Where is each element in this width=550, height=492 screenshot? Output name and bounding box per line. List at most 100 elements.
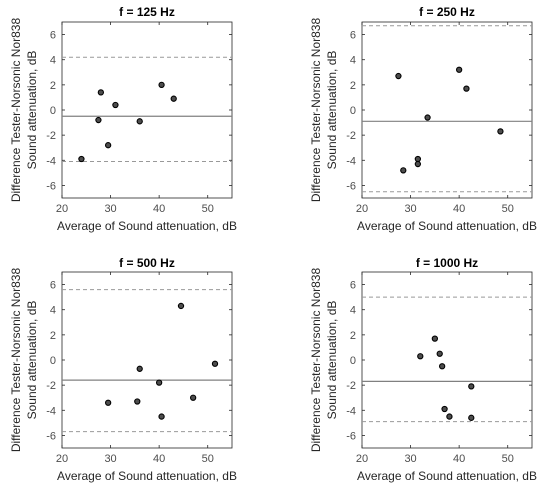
data-point <box>170 95 177 102</box>
data-point <box>104 142 112 149</box>
data-point <box>177 302 185 310</box>
y-tick-label: 2 <box>50 80 56 92</box>
y-tick-label: -2 <box>46 130 56 142</box>
data-point <box>155 379 163 386</box>
plot-frame <box>61 21 233 199</box>
y-tick-label: 0 <box>350 105 356 117</box>
y-axis-label-line1: Difference Tester-Norsonic Nor838 <box>9 18 23 203</box>
y-tick-label: 2 <box>50 330 56 342</box>
y-tick-label: 4 <box>350 305 356 317</box>
y-tick-label: 6 <box>350 280 356 292</box>
data-point <box>395 72 402 80</box>
data-point <box>497 128 504 135</box>
x-tick-label: 30 <box>404 203 416 215</box>
data-point <box>136 118 143 125</box>
y-tick-label: 6 <box>350 30 356 42</box>
y-axis-label-line2: Sound attenuation, dB <box>325 51 339 170</box>
data-point <box>158 413 165 420</box>
data-point <box>441 405 448 413</box>
y-tick-label: -6 <box>46 180 56 192</box>
y-axis-label-line2: Sound attenuation, dB <box>325 301 339 420</box>
x-tick-label: 40 <box>153 453 165 465</box>
y-tick-label: -4 <box>346 155 356 167</box>
data-point <box>97 89 105 96</box>
chart-title: f = 500 Hz <box>119 256 175 270</box>
x-tick-label: 30 <box>404 453 416 465</box>
plot-frame <box>61 271 233 449</box>
x-tick-label: 50 <box>502 453 514 465</box>
x-tick-label: 40 <box>153 203 165 215</box>
x-axis-label: Average of Sound attenuation, dB <box>357 219 537 233</box>
y-tick-label: 6 <box>50 280 56 292</box>
panel-125hz: f = 125 Hz Average of Sound attenuation,… <box>9 5 237 233</box>
x-tick-label: 30 <box>104 453 116 465</box>
y-tick-label: -2 <box>346 380 356 392</box>
data-point <box>136 365 143 372</box>
data-point <box>104 399 112 406</box>
data-point <box>468 414 475 421</box>
data-point <box>414 160 422 168</box>
chart-title: f = 125 Hz <box>119 5 175 19</box>
data-point <box>436 350 443 357</box>
x-tick-label: 30 <box>104 203 116 215</box>
panel-1000hz: f = 1000 Hz Average of Sound attenuation… <box>309 256 537 483</box>
y-tick-label: 2 <box>350 330 356 342</box>
y-axis-label-line2: Sound attenuation, dB <box>25 51 39 170</box>
data-point <box>438 363 446 370</box>
data-point <box>158 81 165 89</box>
y-tick-label: 0 <box>350 355 356 367</box>
x-tick-label: 20 <box>356 453 368 465</box>
y-tick-label: 2 <box>350 80 356 92</box>
y-tick-label: -6 <box>346 180 356 192</box>
x-tick-label: 40 <box>453 453 465 465</box>
data-point <box>400 167 407 174</box>
y-tick-label: -4 <box>46 405 56 417</box>
x-tick-label: 40 <box>453 203 465 215</box>
x-axis-label: Average of Sound attenuation, dB <box>357 469 537 483</box>
data-point <box>112 101 119 109</box>
y-axis-label-line2: Sound attenuation, dB <box>25 301 39 420</box>
panel-500hz: f = 500 Hz Average of Sound attenuation,… <box>9 256 237 483</box>
data-point <box>424 114 431 121</box>
x-axis-label: Average of Sound attenuation, dB <box>57 219 237 233</box>
y-tick-label: -4 <box>346 405 356 417</box>
panel-250hz: f = 250 Hz Average of Sound attenuation,… <box>309 5 537 233</box>
y-tick-label: 0 <box>50 105 56 117</box>
plot-frame <box>361 21 533 199</box>
y-tick-label: 0 <box>50 355 56 367</box>
y-axis-label-line1: Difference Tester-Norsonic Nor838 <box>309 18 323 203</box>
x-tick-label: 20 <box>56 203 68 215</box>
data-point <box>211 360 219 367</box>
y-tick-label: 4 <box>50 305 56 317</box>
data-point <box>78 155 85 163</box>
data-point <box>189 394 197 401</box>
chart-title: f = 1000 Hz <box>416 256 478 270</box>
data-point <box>468 383 475 390</box>
x-tick-label: 50 <box>202 453 214 465</box>
y-tick-label: 6 <box>50 30 56 42</box>
y-tick-label: 4 <box>50 55 56 67</box>
x-tick-label: 50 <box>502 203 514 215</box>
x-tick-label: 50 <box>202 203 214 215</box>
y-tick-label: 4 <box>350 55 356 67</box>
data-point <box>455 66 463 73</box>
y-axis-label-line1: Difference Tester-Norsonic Nor838 <box>309 268 323 453</box>
data-point <box>134 398 141 405</box>
data-point <box>417 353 424 360</box>
y-tick-label: -2 <box>346 130 356 142</box>
x-tick-label: 20 <box>356 203 368 215</box>
data-point <box>463 85 470 92</box>
y-tick-label: -6 <box>346 430 356 442</box>
x-tick-label: 20 <box>56 453 68 465</box>
plot-frame <box>361 271 533 449</box>
data-point <box>95 116 102 124</box>
data-point <box>446 413 453 420</box>
x-axis-label: Average of Sound attenuation, dB <box>57 469 237 483</box>
data-point <box>431 335 439 342</box>
data-point <box>414 155 422 163</box>
y-axis-label-line1: Difference Tester-Norsonic Nor838 <box>9 268 23 453</box>
chart-title: f = 250 Hz <box>419 5 475 19</box>
y-tick-label: -2 <box>46 380 56 392</box>
y-tick-label: -6 <box>46 430 56 442</box>
